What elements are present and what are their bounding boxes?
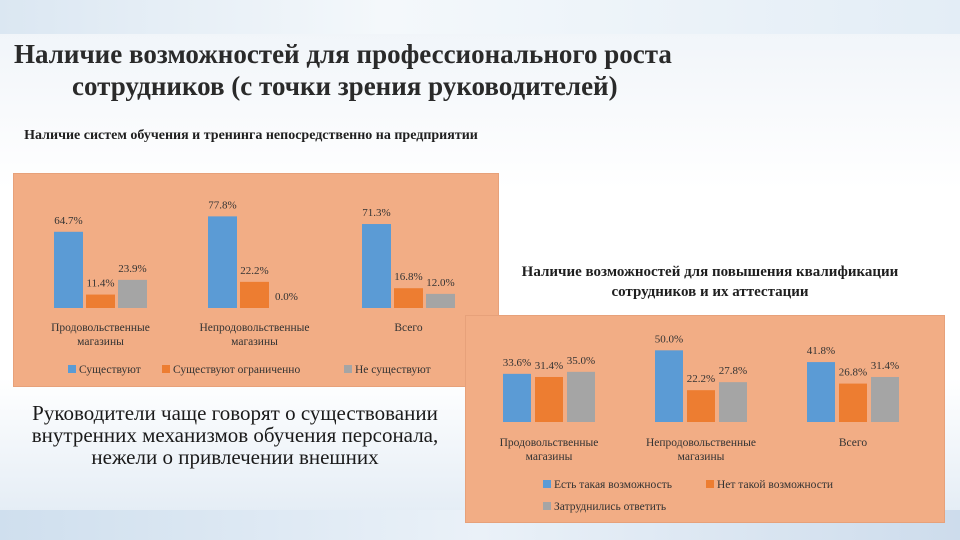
chart-training-systems-svg: 64.7% 11.4% 23.9% Продовольственные магазины… — [51, 199, 455, 376]
chart2-category-label-0: Продовольственные магазины — [500, 437, 599, 463]
chart1-legend-swatch-0 — [68, 365, 76, 373]
chart1-category-label-2: Всего — [394, 322, 422, 334]
chart1-data-label-s2-c1: 0.0% — [275, 291, 298, 303]
chart1-data-label-s0-c2: 71.3% — [362, 207, 390, 219]
chart1-title: Наличие систем обучения и тренинга непос… — [24, 128, 478, 143]
chart2-data-label-s0-c2: 41.8% — [807, 345, 835, 357]
chart2-legend-swatch-2 — [543, 502, 551, 510]
chart-qualification: 33.6% 31.4% 35.0% Продовольственные магазины… — [466, 316, 944, 522]
chart-training-systems: 64.7% 11.4% 23.9% Продовольственные магазины… — [14, 174, 498, 386]
chart1-legend-label-1: Существуют ограниченно — [173, 364, 300, 376]
chart2-data-label-s1-c1: 22.2% — [687, 373, 715, 385]
chart1-data-label-s1-c2: 16.8% — [394, 271, 422, 283]
chart1-legend-label-2: Не существуют — [355, 364, 431, 376]
chart1-data-label-s0-c0: 64.7% — [54, 215, 82, 227]
chart2-bar-s0-c0 — [503, 373, 531, 422]
chart1-bar-s2-c0 — [118, 279, 147, 308]
chart2-legend-label-1: Нет такой возможности — [717, 479, 833, 491]
chart1-data-label-s1-c0: 11.4% — [86, 278, 114, 290]
chart1-data-label-s2-c0: 23.9% — [118, 263, 146, 275]
chart1-data-label-s2-c2: 12.0% — [426, 277, 454, 289]
chart1-legend-swatch-2 — [344, 365, 352, 373]
chart1-bar-s1-c2 — [394, 288, 423, 308]
chart2-bar-s1-c1 — [687, 390, 715, 422]
chart1-bar-s1-c0 — [86, 294, 115, 308]
slide-title-line1: Наличие возможностей для профессионально… — [14, 39, 672, 69]
top-decor-band — [0, 0, 960, 34]
chart2-data-label-s1-c2: 26.8% — [839, 367, 867, 379]
chart1-bar-s2-c2 — [426, 293, 455, 308]
chart2-legend-swatch-0 — [543, 480, 551, 488]
chart2-bar-s0-c2 — [807, 362, 835, 422]
chart1-bar-s1-c1 — [240, 281, 269, 308]
chart1-category-label-0: Продовольственные магазины — [51, 322, 150, 348]
chart2-legend-label-0: Есть такая возможность — [554, 479, 672, 491]
chart2-data-label-s2-c1: 27.8% — [719, 365, 747, 377]
chart2-legend-swatch-1 — [706, 480, 714, 488]
chart2-bar-s1-c0 — [535, 376, 563, 422]
chart2-data-label-s0-c0: 33.6% — [503, 357, 531, 369]
chart2-legend-label-2: Затруднились ответить — [554, 501, 666, 513]
slide-title-line2: сотрудников (с точки зрения руководителе… — [72, 71, 618, 101]
chart1-data-label-s0-c1: 77.8% — [208, 199, 236, 211]
chart2-data-label-s0-c1: 50.0% — [655, 333, 683, 345]
chart2-bar-s2-c0 — [567, 371, 595, 422]
chart1-bar-s0-c2 — [362, 224, 391, 308]
slide-title: Наличие возможностей для профессионально… — [14, 38, 914, 102]
chart1-bar-s0-c0 — [54, 231, 83, 308]
chart2-bar-s2-c1 — [719, 382, 747, 422]
chart2-data-label-s2-c0: 35.0% — [567, 355, 595, 367]
chart2-bar-s0-c1 — [655, 350, 683, 422]
chart1-bar-s0-c1 — [208, 216, 237, 308]
chart2-category-label-2: Всего — [839, 437, 867, 449]
chart1-legend-swatch-1 — [162, 365, 170, 373]
chart1-legend-label-0: Существуют — [79, 364, 141, 376]
chart-qualification-svg: 33.6% 31.4% 35.0% Продовольственные магазины… — [500, 333, 900, 513]
chart2-title: Наличие возможностей для повышения квали… — [521, 264, 899, 300]
chart2-data-label-s2-c2: 31.4% — [871, 360, 899, 372]
chart2-data-label-s1-c0: 31.4% — [535, 360, 563, 372]
chart2-category-label-1: Непродовольственные магазины — [646, 437, 756, 463]
conclusion-text: Руководители чаще говорят о существовани… — [31, 401, 439, 469]
chart1-data-label-s1-c1: 22.2% — [240, 265, 268, 277]
chart2-bar-s1-c2 — [839, 383, 867, 422]
chart1-category-label-1: Непродовольственные магазины — [199, 322, 309, 348]
chart2-bar-s2-c2 — [871, 376, 899, 422]
